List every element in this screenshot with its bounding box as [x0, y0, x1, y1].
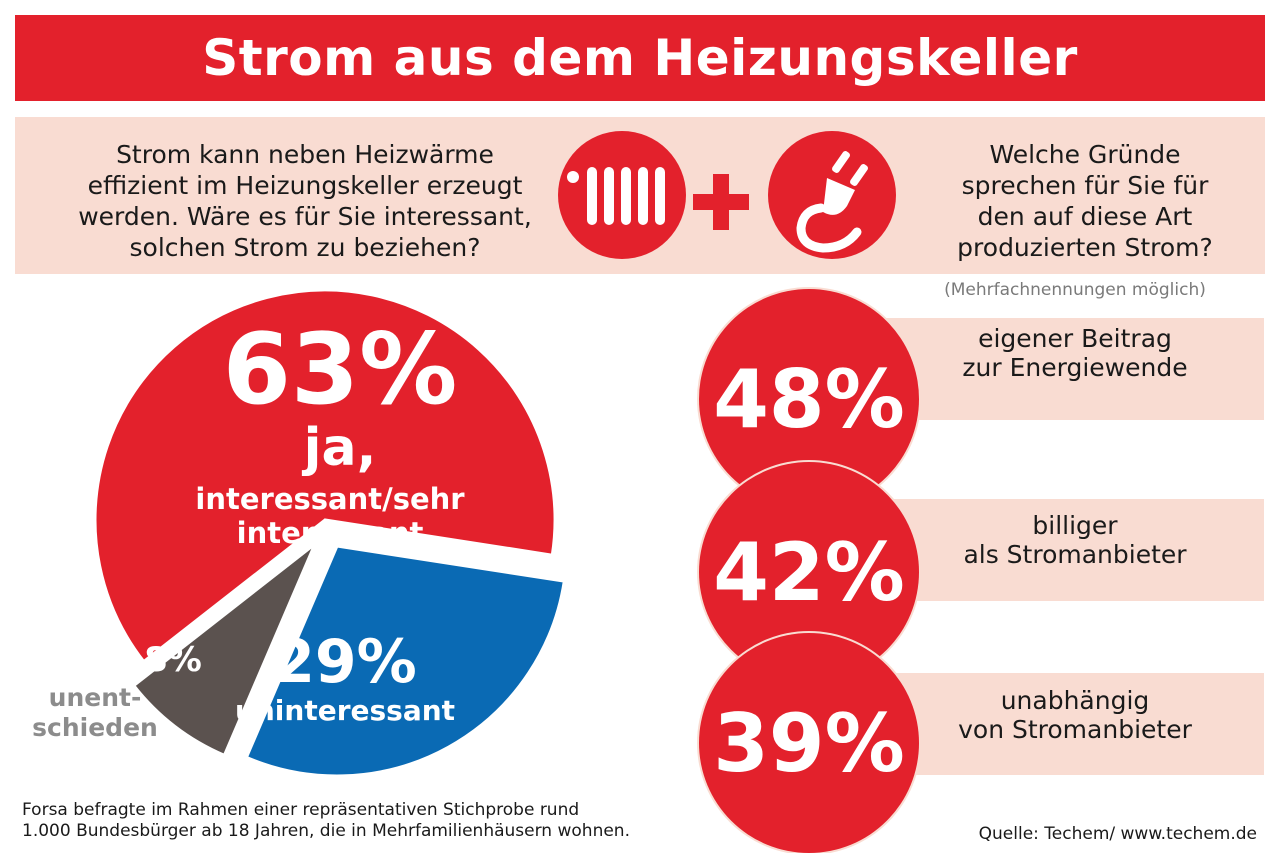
reason-text-3: unabhängig von Stromanbieter [910, 686, 1240, 744]
pie-slice-yes [93, 288, 557, 664]
footnote-line: 1.000 Bundesbürger ab 18 Jahren, die in … [22, 821, 630, 841]
reason-text-line: als Stromanbieter [963, 540, 1187, 569]
reason-text-line: zur Energiewende [962, 353, 1188, 382]
pie-label-no-value: 29% [273, 627, 417, 697]
question-right: Welche Gründe sprechen für Sie für den a… [920, 139, 1250, 263]
question-left-line: Strom kann neben Heizwärme [116, 140, 494, 169]
question-left-line: effizient im Heizungskeller erzeugt [87, 171, 523, 200]
source-credit: Quelle: Techem/ www.techem.de [978, 824, 1257, 844]
multiple-answers-note: (Mehrfachnennungen möglich) [944, 280, 1206, 300]
survey-footnote: Forsa befragte im Rahmen einer repräsent… [22, 800, 782, 842]
page-title: Strom aus dem Heizungskeller [15, 15, 1265, 101]
undecided-label-line2: schieden [32, 713, 158, 742]
reason-text-2: billiger als Stromanbieter [910, 511, 1240, 569]
pie-label-no-text: uninteressant [234, 694, 456, 727]
footnote-line: Forsa befragte im Rahmen einer repräsent… [22, 800, 580, 820]
pie-label-undecided-value: 8% [144, 640, 202, 680]
reason-circle-3: 39% [699, 633, 919, 853]
reason-text-line: unabhängig [1000, 686, 1150, 715]
reason-text-line: eigener Beitrag [978, 324, 1172, 353]
question-panel: Strom kann neben Heizwärme effizient im … [15, 117, 1265, 274]
reason-value-3: 39% [713, 696, 905, 790]
question-left: Strom kann neben Heizwärme effizient im … [55, 139, 555, 263]
pie-slice-undecided [131, 542, 317, 758]
reason-value-2: 42% [713, 525, 905, 619]
reason-text-line: von Stromanbieter [958, 715, 1192, 744]
pie-label-yes-line1: ja, [303, 418, 377, 478]
question-left-line: werden. Wäre es für Sie interessant, [78, 202, 532, 231]
question-right-line: Welche Gründe [989, 140, 1181, 169]
reason-text-line: billiger [1032, 511, 1118, 540]
plus-icon [693, 174, 749, 230]
reason-box-1 [870, 318, 1264, 420]
reason-value-1: 48% [713, 352, 905, 446]
pie-slice-no [244, 544, 567, 778]
pie-label-yes-value: 63% [222, 313, 458, 427]
reason-text-1: eigener Beitrag zur Energiewende [910, 324, 1240, 382]
undecided-label: unent- schieden [30, 683, 160, 743]
page-title-text: Strom aus dem Heizungskeller [202, 29, 1078, 87]
undecided-label-line1: unent- [48, 683, 142, 712]
question-right-line: den auf diese Art [977, 202, 1193, 231]
question-right-line: produzierten Strom? [957, 233, 1213, 262]
plug-icon [768, 131, 896, 259]
question-right-line: sprechen für Sie für [961, 171, 1209, 200]
question-left-line: solchen Strom zu beziehen? [129, 233, 481, 262]
reason-box-2 [870, 499, 1264, 601]
pie-label-yes-line2: interessant/sehr interessant [195, 482, 465, 550]
reason-box-3 [870, 673, 1264, 775]
radiator-icon [558, 131, 686, 259]
